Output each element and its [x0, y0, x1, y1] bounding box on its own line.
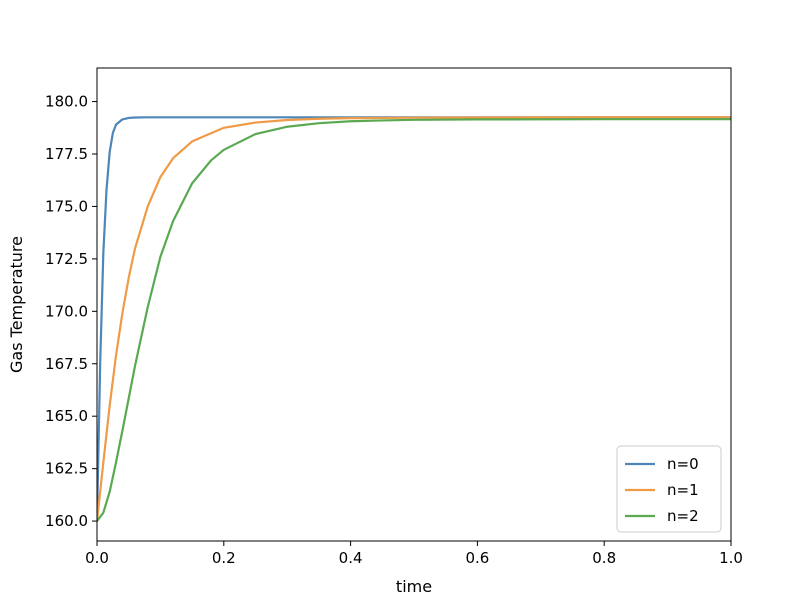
x-tick-label: 0.2 [212, 549, 236, 567]
legend-label-0: n=0 [667, 455, 699, 473]
x-tick-label: 0.0 [85, 549, 109, 567]
x-tick-label: 1.0 [719, 549, 743, 567]
series-layer [97, 116, 731, 523]
y-tick-label: 167.5 [45, 355, 88, 373]
y-tick-label: 180.0 [45, 93, 88, 111]
x-tick-label: 0.4 [339, 549, 363, 567]
y-axis: 160.0 162.5 165.0 167.5 170.0 172.5 175.0 177.5… [45, 93, 97, 530]
plot-frame [96, 67, 732, 542]
x-axis: 0.0 0.2 0.4 0.6 0.8 1.0 [85, 541, 743, 567]
x-tick-label: 0.6 [465, 549, 489, 567]
legend-label-2: n=2 [667, 507, 699, 525]
y-tick-label: 165.0 [45, 407, 88, 425]
series-line-1 [97, 116, 731, 523]
y-tick-label: 162.5 [45, 460, 88, 478]
y-tick-label: 172.5 [45, 250, 88, 268]
legend-box [616, 445, 722, 533]
series-line-2 [97, 118, 731, 523]
x-tick-label: 0.8 [592, 549, 616, 567]
y-tick-label: 177.5 [45, 145, 88, 163]
y-tick-label: 175.0 [45, 197, 88, 215]
legend: n=0 n=1 n=2 [616, 445, 722, 533]
y-axis-label: Gas Temperature [7, 236, 26, 373]
y-tick-label: 170.0 [45, 302, 88, 320]
x-axis-label: time [396, 577, 432, 596]
legend-label-1: n=1 [667, 481, 699, 499]
y-tick-label: 160.0 [45, 512, 88, 530]
